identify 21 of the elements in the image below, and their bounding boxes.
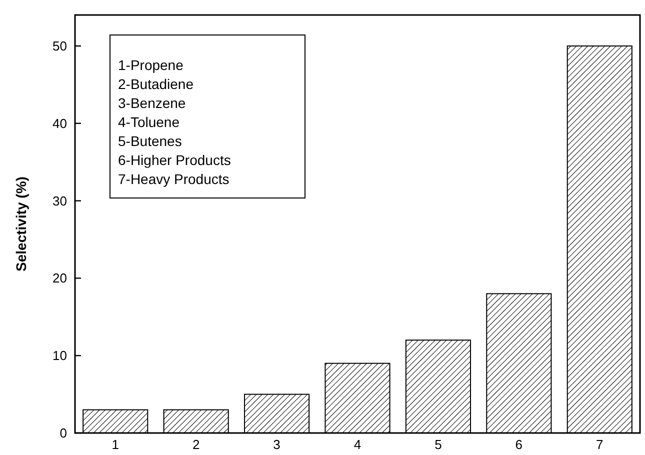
annotation: 5-Butenes bbox=[118, 133, 182, 149]
x-tick-label: 4 bbox=[354, 437, 362, 452]
annotation: 4-Toluene bbox=[118, 114, 180, 130]
x-tick-label: 2 bbox=[192, 437, 200, 452]
y-tick-label: 40 bbox=[52, 116, 67, 131]
y-tick-label: 30 bbox=[52, 193, 67, 208]
x-tick-label: 3 bbox=[273, 437, 280, 452]
annotation: 2-Butadiene bbox=[118, 76, 194, 92]
y-axis-title: Selectivity (%) bbox=[13, 176, 29, 272]
x-tick-label: 5 bbox=[434, 437, 442, 452]
annotation: 3-Benzene bbox=[118, 95, 186, 111]
y-tick-label: 0 bbox=[60, 426, 67, 441]
y-tick-label: 10 bbox=[52, 348, 67, 364]
annotation: 1-Propene bbox=[118, 57, 184, 73]
annotation: 7-Heavy Products bbox=[118, 171, 230, 187]
y-tick-label: 50 bbox=[52, 38, 67, 54]
y-tick-label: 20 bbox=[52, 270, 67, 286]
x-tick-label: 6 bbox=[515, 437, 523, 452]
annotation: 6-Higher Products bbox=[118, 152, 231, 168]
x-tick-label: 1 bbox=[112, 437, 119, 452]
x-tick-label: 7 bbox=[596, 437, 604, 452]
